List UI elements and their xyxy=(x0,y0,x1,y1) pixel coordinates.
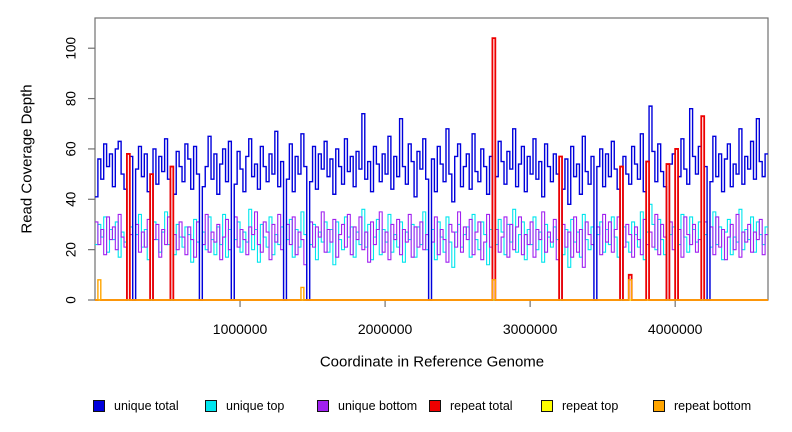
y-axis-title: Read Coverage Depth xyxy=(18,84,36,234)
legend-item-unique-top: unique top xyxy=(205,398,284,414)
legend-label: unique bottom xyxy=(338,399,418,413)
unique-total-swatch-icon xyxy=(93,400,105,412)
x-tick-label: 2000000 xyxy=(358,321,413,337)
legend-label: unique total xyxy=(114,399,179,413)
x-tick-label: 4000000 xyxy=(648,321,703,337)
legend-label: repeat top xyxy=(562,399,619,413)
legend-item-repeat-top: repeat top xyxy=(541,398,618,414)
legend-label: repeat bottom xyxy=(674,399,752,413)
legend-label: repeat total xyxy=(450,399,513,413)
series-line-repeat-bottom xyxy=(95,279,768,301)
y-tick-label: 60 xyxy=(64,141,79,156)
x-tick-label: 3000000 xyxy=(503,321,558,337)
y-tick-label: 80 xyxy=(64,91,79,106)
legend: unique total unique top unique bottom re… xyxy=(0,398,792,416)
series-line-unique-total xyxy=(95,105,768,301)
x-axis-title: Coordinate in Reference Genome xyxy=(319,353,545,371)
legend-item-repeat-bottom: repeat bottom xyxy=(653,398,751,414)
repeat-top-swatch-icon xyxy=(541,400,553,412)
y-tick-label: 0 xyxy=(64,296,79,304)
y-tick-label: 40 xyxy=(64,192,79,207)
x-tick-label: 1000000 xyxy=(213,321,268,337)
y-tick-label: 100 xyxy=(64,37,79,60)
unique-top-swatch-icon xyxy=(205,400,217,412)
repeat-total-swatch-icon xyxy=(429,400,441,412)
legend-item-repeat-total: repeat total xyxy=(429,398,513,414)
legend-label: unique top xyxy=(226,399,285,413)
y-tick-label: 20 xyxy=(64,242,79,257)
repeat-bottom-swatch-icon xyxy=(653,400,665,412)
legend-item-unique-total: unique total xyxy=(93,398,179,414)
legend-item-unique-bottom: unique bottom xyxy=(317,398,417,414)
unique-bottom-swatch-icon xyxy=(317,400,329,412)
